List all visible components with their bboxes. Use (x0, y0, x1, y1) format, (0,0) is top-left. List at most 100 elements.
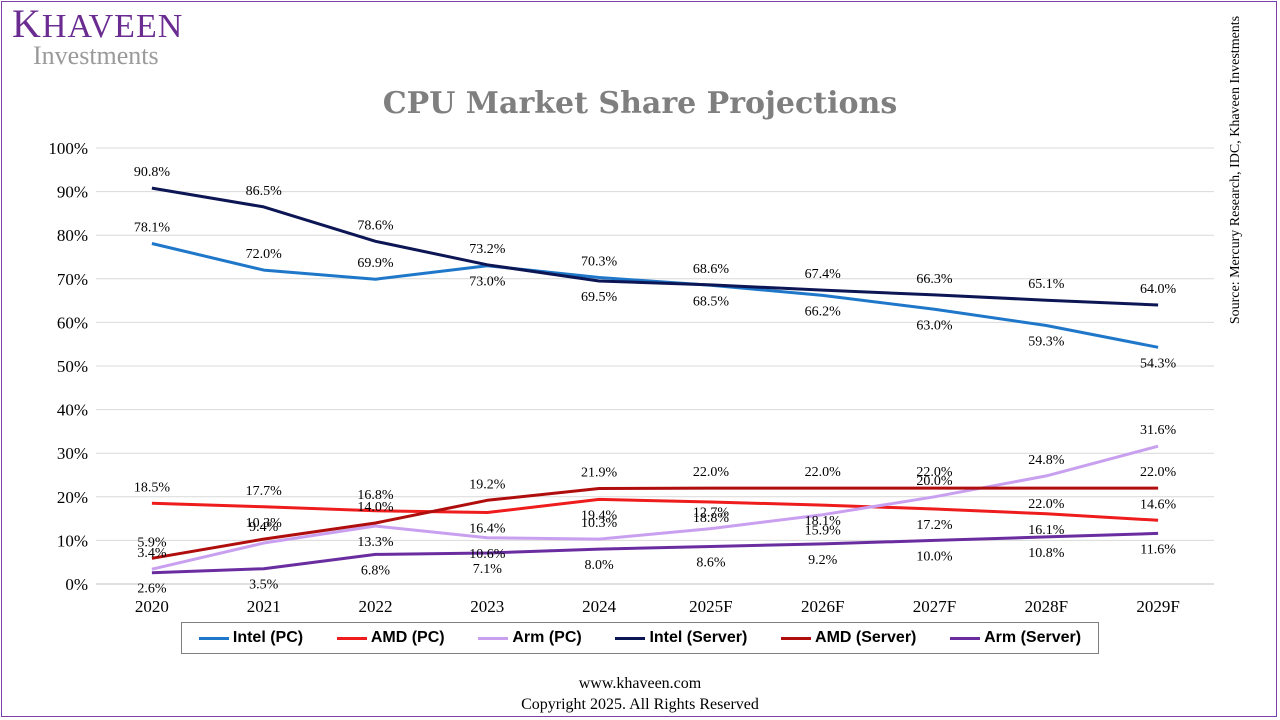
brand-subtitle: Investments (33, 41, 159, 70)
data-label: 20.0% (916, 474, 953, 489)
x-tick-label: 2029F (1136, 597, 1179, 616)
y-tick-label: 50% (57, 357, 88, 376)
data-label: 12.7% (693, 506, 730, 521)
data-label: 69.9% (357, 256, 394, 271)
y-tick-label: 80% (57, 226, 88, 245)
data-label: 22.0% (805, 465, 842, 480)
legend-label: AMD (Server) (815, 629, 917, 646)
x-tick-label: 2023 (470, 597, 504, 616)
legend-label: Intel (Server) (649, 629, 748, 646)
y-tick-label: 10% (57, 531, 88, 550)
y-axis-ticks: 0% 10% 20% 30% 40% 50% 60% 70% 80% 90% 100% (48, 139, 88, 594)
data-label: 67.4% (805, 267, 842, 282)
data-label: 78.1% (134, 220, 171, 235)
data-label: 22.0% (693, 465, 730, 480)
data-label: 90.8% (134, 165, 171, 180)
legend-item: Intel (PC) (198, 629, 304, 647)
data-label: 22.0% (916, 465, 953, 480)
data-label: 73.0% (469, 275, 506, 290)
x-tick-label: 2024 (582, 597, 617, 616)
y-tick-label: 40% (57, 401, 88, 420)
data-label: 3.5% (249, 578, 279, 593)
legend-item: AMD (Server) (781, 629, 916, 647)
data-label: 18.1% (805, 514, 842, 529)
x-tick-label: 2027F (913, 597, 956, 616)
series-line (151, 497, 1159, 522)
x-tick-label: 2020 (135, 597, 169, 616)
data-label: 21.9% (581, 466, 618, 481)
data-label: 13.3% (357, 535, 394, 550)
data-label: 19.2% (469, 477, 506, 492)
data-label: 69.5% (581, 290, 618, 305)
data-label: 68.5% (693, 294, 730, 309)
y-tick-label: 90% (57, 183, 88, 202)
footer-copyright: Copyright 2025. All Rights Reserved (521, 696, 759, 713)
data-label: 78.6% (357, 218, 394, 233)
series-line (151, 531, 1159, 575)
legend-item: Arm (Server) (950, 629, 1081, 647)
series-line (151, 486, 1159, 560)
x-tick-label: 2025F (689, 597, 732, 616)
data-label: 10.3% (581, 516, 618, 531)
legend-label: AMD (PC) (370, 629, 445, 646)
y-tick-label: 70% (57, 270, 88, 289)
data-label: 18.8% (693, 511, 730, 526)
data-label: 8.6% (696, 556, 726, 571)
chart-title: CPU Market Share Projections (382, 86, 898, 121)
data-label: 72.0% (246, 247, 283, 262)
data-label: 14.0% (357, 500, 394, 515)
data-label: 31.6% (1140, 423, 1177, 438)
data-label: 66.3% (916, 272, 953, 287)
y-tick-label: 60% (57, 313, 88, 332)
data-label: 63.0% (916, 318, 953, 333)
data-label: 22.0% (1028, 497, 1065, 512)
legend-swatch (615, 636, 646, 640)
legend-swatch (198, 636, 229, 640)
series-lines (151, 186, 1159, 575)
data-label: 10.0% (916, 549, 953, 564)
data-label: 73.2% (469, 242, 506, 257)
data-label: 24.8% (1028, 453, 1065, 468)
data-label: 9.4% (249, 520, 279, 535)
data-label: 5.9% (137, 535, 167, 550)
data-label: 16.8% (357, 488, 394, 503)
data-label: 16.4% (469, 521, 506, 536)
chart-legend: Intel (PC) AMD (PC) Arm (PC) Intel (Server)… (181, 622, 1099, 654)
data-label: 54.3% (1140, 356, 1177, 371)
data-labels: 78.1% 72.0% 69.9% 73.0% 70.3% 68.5% 66.2% 63.0%… (134, 165, 1177, 597)
series-line (151, 186, 1159, 307)
legend-swatch (478, 636, 509, 640)
data-label: 17.7% (246, 484, 283, 499)
x-tick-label: 2021 (247, 597, 281, 616)
data-label: 59.3% (1028, 334, 1065, 349)
data-label: 19.4% (581, 508, 618, 523)
data-label: 11.6% (1140, 542, 1176, 557)
legend-item: Intel (Server) (615, 629, 747, 647)
line-chart: 0%10%20%30%40%50%60%70%80%90%100% 2020 20… (48, 139, 1214, 616)
data-label: 2.6% (137, 582, 167, 597)
legend-swatch (950, 636, 981, 640)
data-label: 6.8% (361, 563, 391, 578)
data-label: 68.6% (693, 262, 730, 277)
data-label: 70.3% (581, 254, 618, 269)
data-label: 10.6% (469, 547, 506, 562)
y-tick-label: 100% (48, 139, 88, 158)
data-label: 65.1% (1028, 277, 1065, 292)
legend-label: Arm (Server) (984, 629, 1082, 646)
series-line (151, 242, 1159, 349)
legend-label: Intel (PC) (232, 629, 304, 646)
data-label: 10.3% (246, 516, 283, 531)
data-label: 15.9% (805, 524, 842, 539)
data-label: 9.2% (808, 553, 838, 568)
data-label: 64.0% (1140, 282, 1177, 297)
x-tick-label: 2026F (801, 597, 844, 616)
data-label: 16.1% (1028, 523, 1065, 538)
brand-logo: KHAVEEN (12, 1, 184, 46)
legend-label: Arm (PC) (512, 629, 582, 646)
legend-swatch (781, 636, 812, 640)
data-label: 8.0% (585, 558, 615, 573)
data-label: 14.6% (1140, 497, 1177, 512)
data-label: 7.1% (473, 562, 503, 577)
legend-item: AMD (PC) (336, 629, 445, 647)
data-label: 17.2% (916, 518, 953, 533)
